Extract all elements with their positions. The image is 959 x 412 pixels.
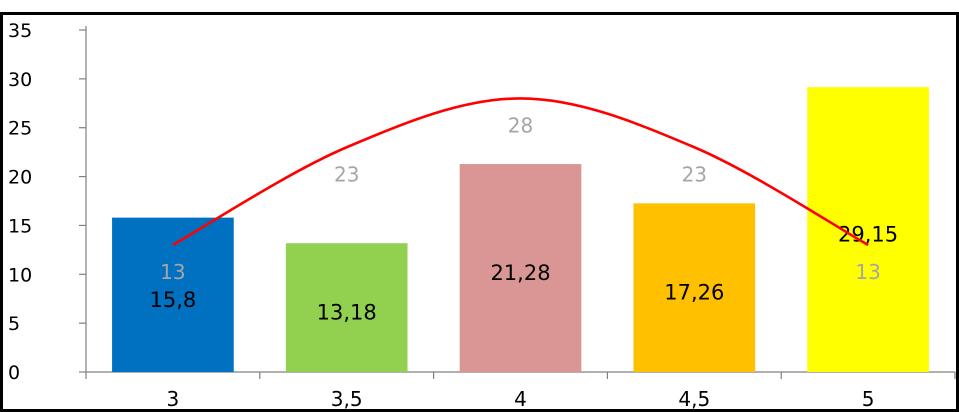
x-tick-label: 4,5 (678, 387, 710, 411)
line-value-label: 13 (855, 260, 880, 284)
bars (112, 87, 929, 373)
y-tick-label: 25 (8, 118, 32, 140)
bar-value-label: 13,18 (317, 301, 377, 325)
bar-value-label: 21,28 (490, 261, 550, 285)
bar (633, 203, 756, 372)
line-value-label: 13 (160, 260, 185, 284)
x-tick-label: 5 (862, 387, 875, 411)
chart-border (0, 12, 959, 412)
line-value-label: 23 (682, 162, 707, 186)
line-labels: 13 23 28 23 13 (160, 113, 881, 284)
bar-value-label: 29,15 (838, 223, 898, 247)
bar-value-label: 17,26 (664, 281, 724, 305)
axes: 0 5 10 15 20 25 30 35 3 3,5 4 4,5 5 (8, 20, 956, 411)
line-layer (172, 97, 869, 247)
x-tick-label: 4 (514, 387, 527, 411)
y-tick-label: 20 (8, 167, 32, 189)
y-tick-label: 5 (8, 313, 20, 335)
bar-labels: 15,8 13,18 21,28 17,26 29,15 (150, 223, 899, 325)
bar (112, 217, 234, 372)
y-tick-label: 35 (8, 20, 32, 42)
y-tick-label: 0 (8, 362, 20, 384)
bar (459, 164, 582, 372)
line-series (172, 97, 869, 247)
line-value-label: 28 (508, 113, 533, 137)
y-tick-label: 15 (8, 215, 32, 237)
bar (807, 87, 929, 373)
x-tick-label: 3 (167, 387, 180, 411)
line-value-label: 23 (334, 162, 359, 186)
y-tick-label: 30 (8, 69, 32, 91)
y-tick-label: 10 (8, 264, 32, 286)
x-tick-label: 3,5 (331, 387, 363, 411)
bar-value-label: 15,8 (150, 288, 197, 312)
bar (285, 243, 408, 372)
